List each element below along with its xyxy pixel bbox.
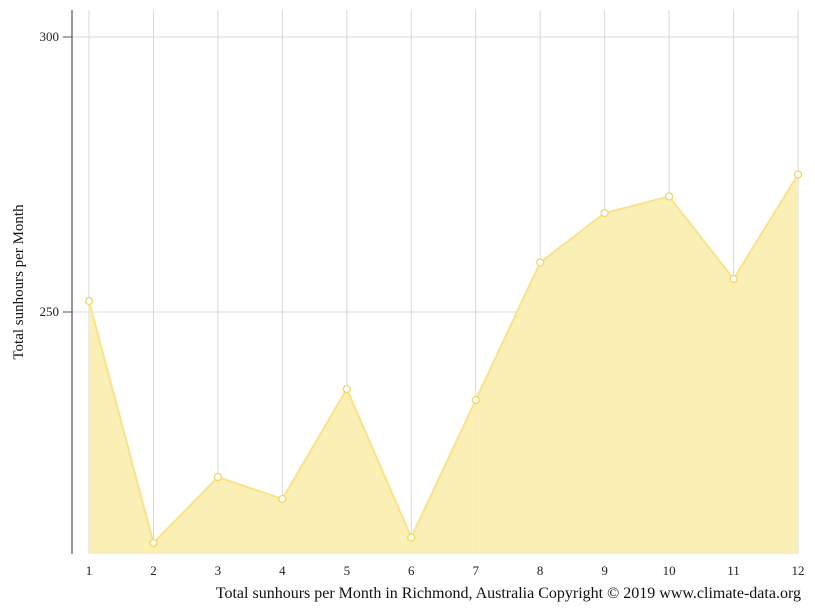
data-point-11: [729, 274, 738, 284]
data-point-1: [84, 296, 94, 306]
data-point-9: [600, 208, 609, 218]
data-point-2: [149, 538, 158, 548]
chart-caption: Total sunhours per Month in Richmond, Au…: [216, 585, 801, 602]
x-tick-label-4: 4: [279, 563, 286, 578]
y-ticks: 250 300: [40, 29, 72, 319]
x-tick-label-3: 3: [215, 563, 222, 578]
data-point-8: [536, 258, 545, 267]
x-tick-label-6: 6: [408, 563, 415, 578]
data-point-5: [342, 384, 351, 394]
x-tick-label-9: 9: [601, 563, 608, 578]
data-point-4: [278, 494, 287, 504]
y-axis-title: Total sunhours per Month: [11, 204, 27, 360]
data-point-10: [664, 192, 674, 201]
data-point-6: [407, 533, 416, 542]
series-line: [88, 173, 799, 545]
x-tick-label-11: 11: [727, 563, 740, 578]
x-tick-label-12: 12: [792, 563, 805, 578]
x-ticks: 1 2 3 4 5 6 7 8 9 10 11 12: [86, 563, 805, 578]
series-area: [89, 174, 798, 554]
series-points: [84, 170, 803, 548]
data-point-7: [471, 395, 480, 405]
y-tick-label-250: 250: [40, 304, 60, 319]
x-tick-label-10: 10: [663, 563, 676, 578]
x-tick-label-7: 7: [472, 563, 479, 578]
data-point-3: [213, 472, 223, 482]
x-tick-label-2: 2: [150, 563, 157, 578]
x-tick-label-8: 8: [537, 563, 544, 578]
data-point-12: [793, 170, 803, 179]
y-tick-label-300: 300: [40, 29, 60, 44]
x-tick-label-5: 5: [344, 563, 351, 578]
x-tick-label-1: 1: [86, 563, 93, 578]
